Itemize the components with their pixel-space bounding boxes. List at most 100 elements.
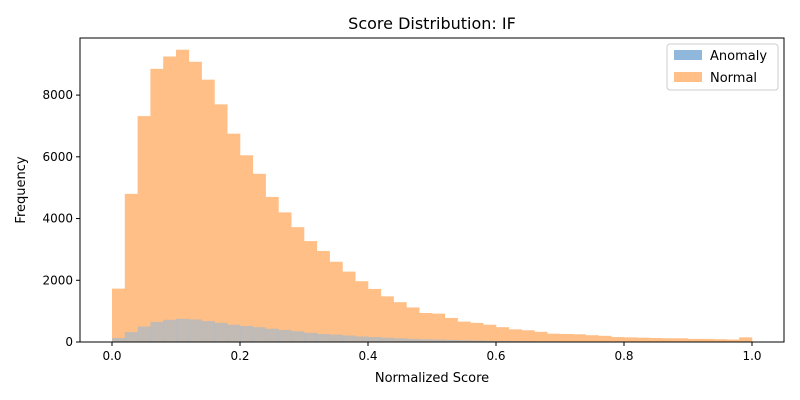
y-tick-label: 8000 xyxy=(42,88,73,102)
y-axis-ticks: 0 2000 4000 6000 8000 xyxy=(42,88,80,349)
x-tick-label: 0.6 xyxy=(486,349,505,363)
anomaly-bar xyxy=(163,319,177,342)
normal-bar xyxy=(521,330,535,342)
normal-bar xyxy=(406,307,420,342)
y-axis-label: Frequency xyxy=(14,156,29,223)
normal-bar xyxy=(316,250,330,342)
anomaly-bar xyxy=(316,333,330,342)
chart-title: Score Distribution: IF xyxy=(348,14,516,33)
anomaly-bar xyxy=(419,339,433,342)
anomaly-bar xyxy=(342,335,356,342)
normal-bar xyxy=(700,338,714,342)
y-tick-label: 2000 xyxy=(42,273,73,287)
legend-label-anomaly: Anomaly xyxy=(710,49,767,64)
normal-bar xyxy=(470,322,484,342)
normal-bar xyxy=(176,49,190,343)
x-axis-label: Normalized Score xyxy=(375,371,489,386)
anomaly-bar xyxy=(150,321,164,342)
y-tick-label: 6000 xyxy=(42,150,73,164)
plot-frame xyxy=(79,37,785,343)
anomaly-bar xyxy=(483,340,497,342)
normal-bar xyxy=(163,56,177,343)
normal-bar xyxy=(572,334,586,342)
anomaly-bar xyxy=(329,334,343,342)
anomaly-bar xyxy=(188,319,202,342)
anomaly-bar xyxy=(406,338,420,342)
legend: Anomaly Normal xyxy=(666,43,779,91)
normal-bar xyxy=(636,337,650,342)
anomaly-bar xyxy=(355,336,369,342)
normal-bar xyxy=(726,339,740,342)
normal-bar xyxy=(483,324,497,342)
normal-bar xyxy=(419,312,433,342)
anomaly-bar xyxy=(137,326,151,342)
anomaly-bar xyxy=(393,338,407,342)
anomaly-bar xyxy=(112,337,126,342)
normal-bar xyxy=(124,193,138,342)
normal-bar xyxy=(675,338,689,342)
normal-bar xyxy=(547,333,561,342)
normal-bar xyxy=(585,335,599,342)
y-tick-label: 0 xyxy=(65,335,73,349)
anomaly-bar xyxy=(176,318,190,342)
anomaly-bar xyxy=(444,339,458,342)
x-tick-label: 0.2 xyxy=(230,349,249,363)
x-tick-label: 0.0 xyxy=(102,349,121,363)
normal-bar xyxy=(227,133,241,342)
normal-bar xyxy=(304,241,318,342)
anomaly-bar xyxy=(201,321,215,342)
normal-bar xyxy=(291,227,305,342)
normal-bar xyxy=(240,155,254,342)
normal-bar xyxy=(739,337,753,342)
normal-bar xyxy=(252,173,266,342)
anomaly-bar xyxy=(457,340,471,342)
anomaly-bar xyxy=(240,325,254,342)
normal-bar xyxy=(560,333,574,342)
normal-bar xyxy=(368,288,382,342)
normal-bar xyxy=(380,296,394,342)
normal-bar xyxy=(112,288,126,342)
anomaly-bar xyxy=(380,337,394,342)
normal-bar xyxy=(342,271,356,342)
anomaly-bar xyxy=(227,324,241,342)
normal-bar xyxy=(393,302,407,342)
y-tick-label: 4000 xyxy=(42,212,73,226)
normal-bar xyxy=(508,329,522,342)
anomaly-bar xyxy=(278,329,292,342)
normal-bar xyxy=(355,281,369,342)
anomaly-bar xyxy=(470,340,484,342)
anomaly-bar xyxy=(304,332,318,342)
anomaly-bar xyxy=(496,340,510,342)
x-tick-label: 1.0 xyxy=(742,349,761,363)
normal-bar xyxy=(150,68,164,342)
normal-bar xyxy=(624,337,638,342)
anomaly-bar xyxy=(368,337,382,342)
normal-bar xyxy=(649,337,663,342)
normal-bar xyxy=(598,335,612,342)
normal-bar xyxy=(534,331,548,342)
normal-bar xyxy=(265,196,279,342)
anomaly-bar xyxy=(214,322,228,342)
normal-bar xyxy=(278,212,292,342)
anomaly-bar xyxy=(124,332,138,342)
legend-swatch-anomaly xyxy=(674,50,702,60)
anomaly-bar xyxy=(432,339,446,342)
normal-bar xyxy=(444,317,458,342)
x-tick-label: 0.8 xyxy=(614,349,633,363)
normal-bar xyxy=(432,313,446,342)
x-axis-ticks: 0.0 0.2 0.4 0.6 0.8 1.0 xyxy=(102,342,762,363)
normal-bar xyxy=(662,338,676,342)
normal-bar xyxy=(713,339,727,342)
normal-bar xyxy=(688,338,702,342)
normal-bar xyxy=(496,327,510,342)
normal-bar xyxy=(137,116,151,342)
normal-bar xyxy=(329,261,343,342)
x-tick-label: 0.4 xyxy=(358,349,377,363)
normal-bar xyxy=(188,61,202,342)
legend-swatch-normal xyxy=(674,72,702,82)
normal-bar xyxy=(611,337,625,342)
anomaly-bar xyxy=(252,327,266,342)
normal-bar xyxy=(457,321,471,342)
normal-bars xyxy=(112,49,753,343)
